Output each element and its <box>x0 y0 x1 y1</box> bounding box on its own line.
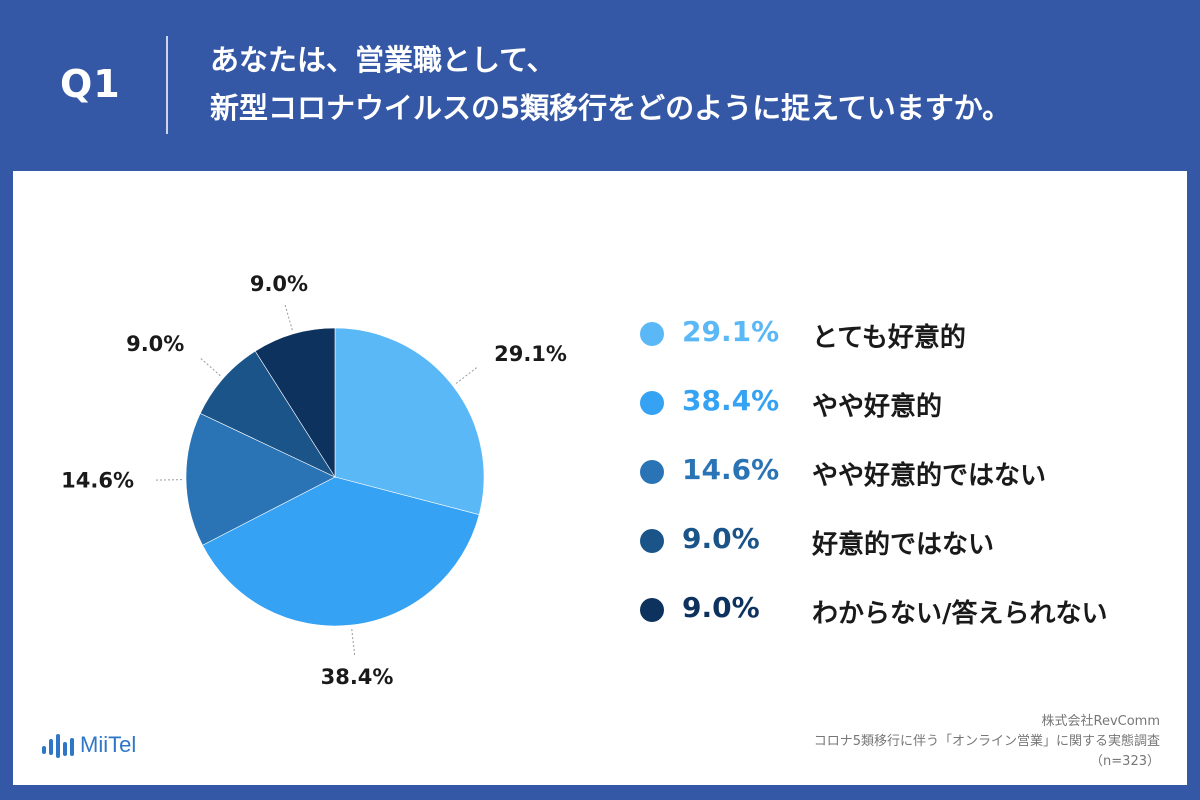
chart-card: 29.1% 38.4% 14.6% 9.0% 9.0% 29.1% とても好意的 38.4%… <box>13 171 1187 785</box>
legend-label: やや好意的 <box>812 392 943 422</box>
legend-percent: 9.0% <box>682 522 760 555</box>
legend-item-2: 38.4% やや好意的 <box>640 378 1180 447</box>
legend-item-3: 14.6% やや好意的ではない <box>640 447 1180 516</box>
legend-dot <box>640 460 664 484</box>
survey-title: コロナ5類移行に伴う「オンライン営業」に関する実態調査 <box>813 734 1160 749</box>
pie-slice-5 <box>254 327 336 479</box>
legend-label: わからない/答えられない <box>812 599 1108 629</box>
legend-item-1: 29.1% とても好意的 <box>640 309 1180 378</box>
legend-percent: 29.1% <box>682 315 780 348</box>
data-label-5: 9.0% <box>250 272 308 296</box>
legend-dot <box>640 529 664 553</box>
legend-dot <box>640 598 664 622</box>
legend-label: やや好意的ではない <box>812 461 1047 491</box>
leader-line-5 <box>284 304 293 331</box>
data-label-4: 9.0% <box>126 332 184 356</box>
leader-line-1 <box>455 367 477 384</box>
legend-percent: 9.0% <box>682 591 760 624</box>
pie-slice-1 <box>334 327 485 516</box>
sound-wave-icon <box>42 734 74 758</box>
question-number: Q1 <box>60 62 121 106</box>
header-divider <box>166 36 168 134</box>
data-label-1: 29.1% <box>494 342 567 366</box>
leader-line-2 <box>351 629 356 655</box>
pie-chart: 29.1% 38.4% 14.6% 9.0% 9.0% <box>61 272 567 689</box>
sample-size: （n=323） <box>1090 754 1160 769</box>
leader-line-4 <box>200 358 221 377</box>
legend-label: 好意的ではない <box>812 530 995 560</box>
survey-credit: 株式会社RevComm コロナ5類移行に伴う「オンライン営業」に関する実態調査 … <box>814 712 1160 772</box>
legend-dot <box>640 391 664 415</box>
miitel-logo: MiiTel <box>42 732 182 762</box>
question-header: Q1 あなたは、営業職として、 新型コロナウイルスの5類移行をどのように捉えてい… <box>0 0 1200 168</box>
chart-legend: 29.1% とても好意的 38.4% やや好意的 14.6% やや好意的ではない 9.0% 好… <box>640 309 1180 654</box>
legend-label: とても好意的 <box>812 323 966 353</box>
pie-slice-2 <box>202 476 480 627</box>
data-label-2: 38.4% <box>321 665 394 689</box>
company-name: 株式会社RevComm <box>1041 714 1161 729</box>
logo-text: MiiTel <box>80 732 137 757</box>
legend-item-4: 9.0% 好意的ではない <box>640 516 1180 585</box>
legend-item-5: 9.0% わからない/答えられない <box>640 585 1180 654</box>
data-label-3: 14.6% <box>61 468 134 492</box>
pie-slice-4 <box>199 350 336 478</box>
question-text: あなたは、営業職として、 新型コロナウイルスの5類移行をどのように捉えていますか… <box>210 36 1185 132</box>
legend-percent: 38.4% <box>682 384 780 417</box>
legend-percent: 14.6% <box>682 453 780 486</box>
pie-slice-3 <box>185 413 336 546</box>
legend-dot <box>640 322 664 346</box>
question-line-1: あなたは、営業職として、 <box>210 43 556 77</box>
question-line-2: 新型コロナウイルスの5類移行をどのように捉えていますか。 <box>210 91 1012 125</box>
